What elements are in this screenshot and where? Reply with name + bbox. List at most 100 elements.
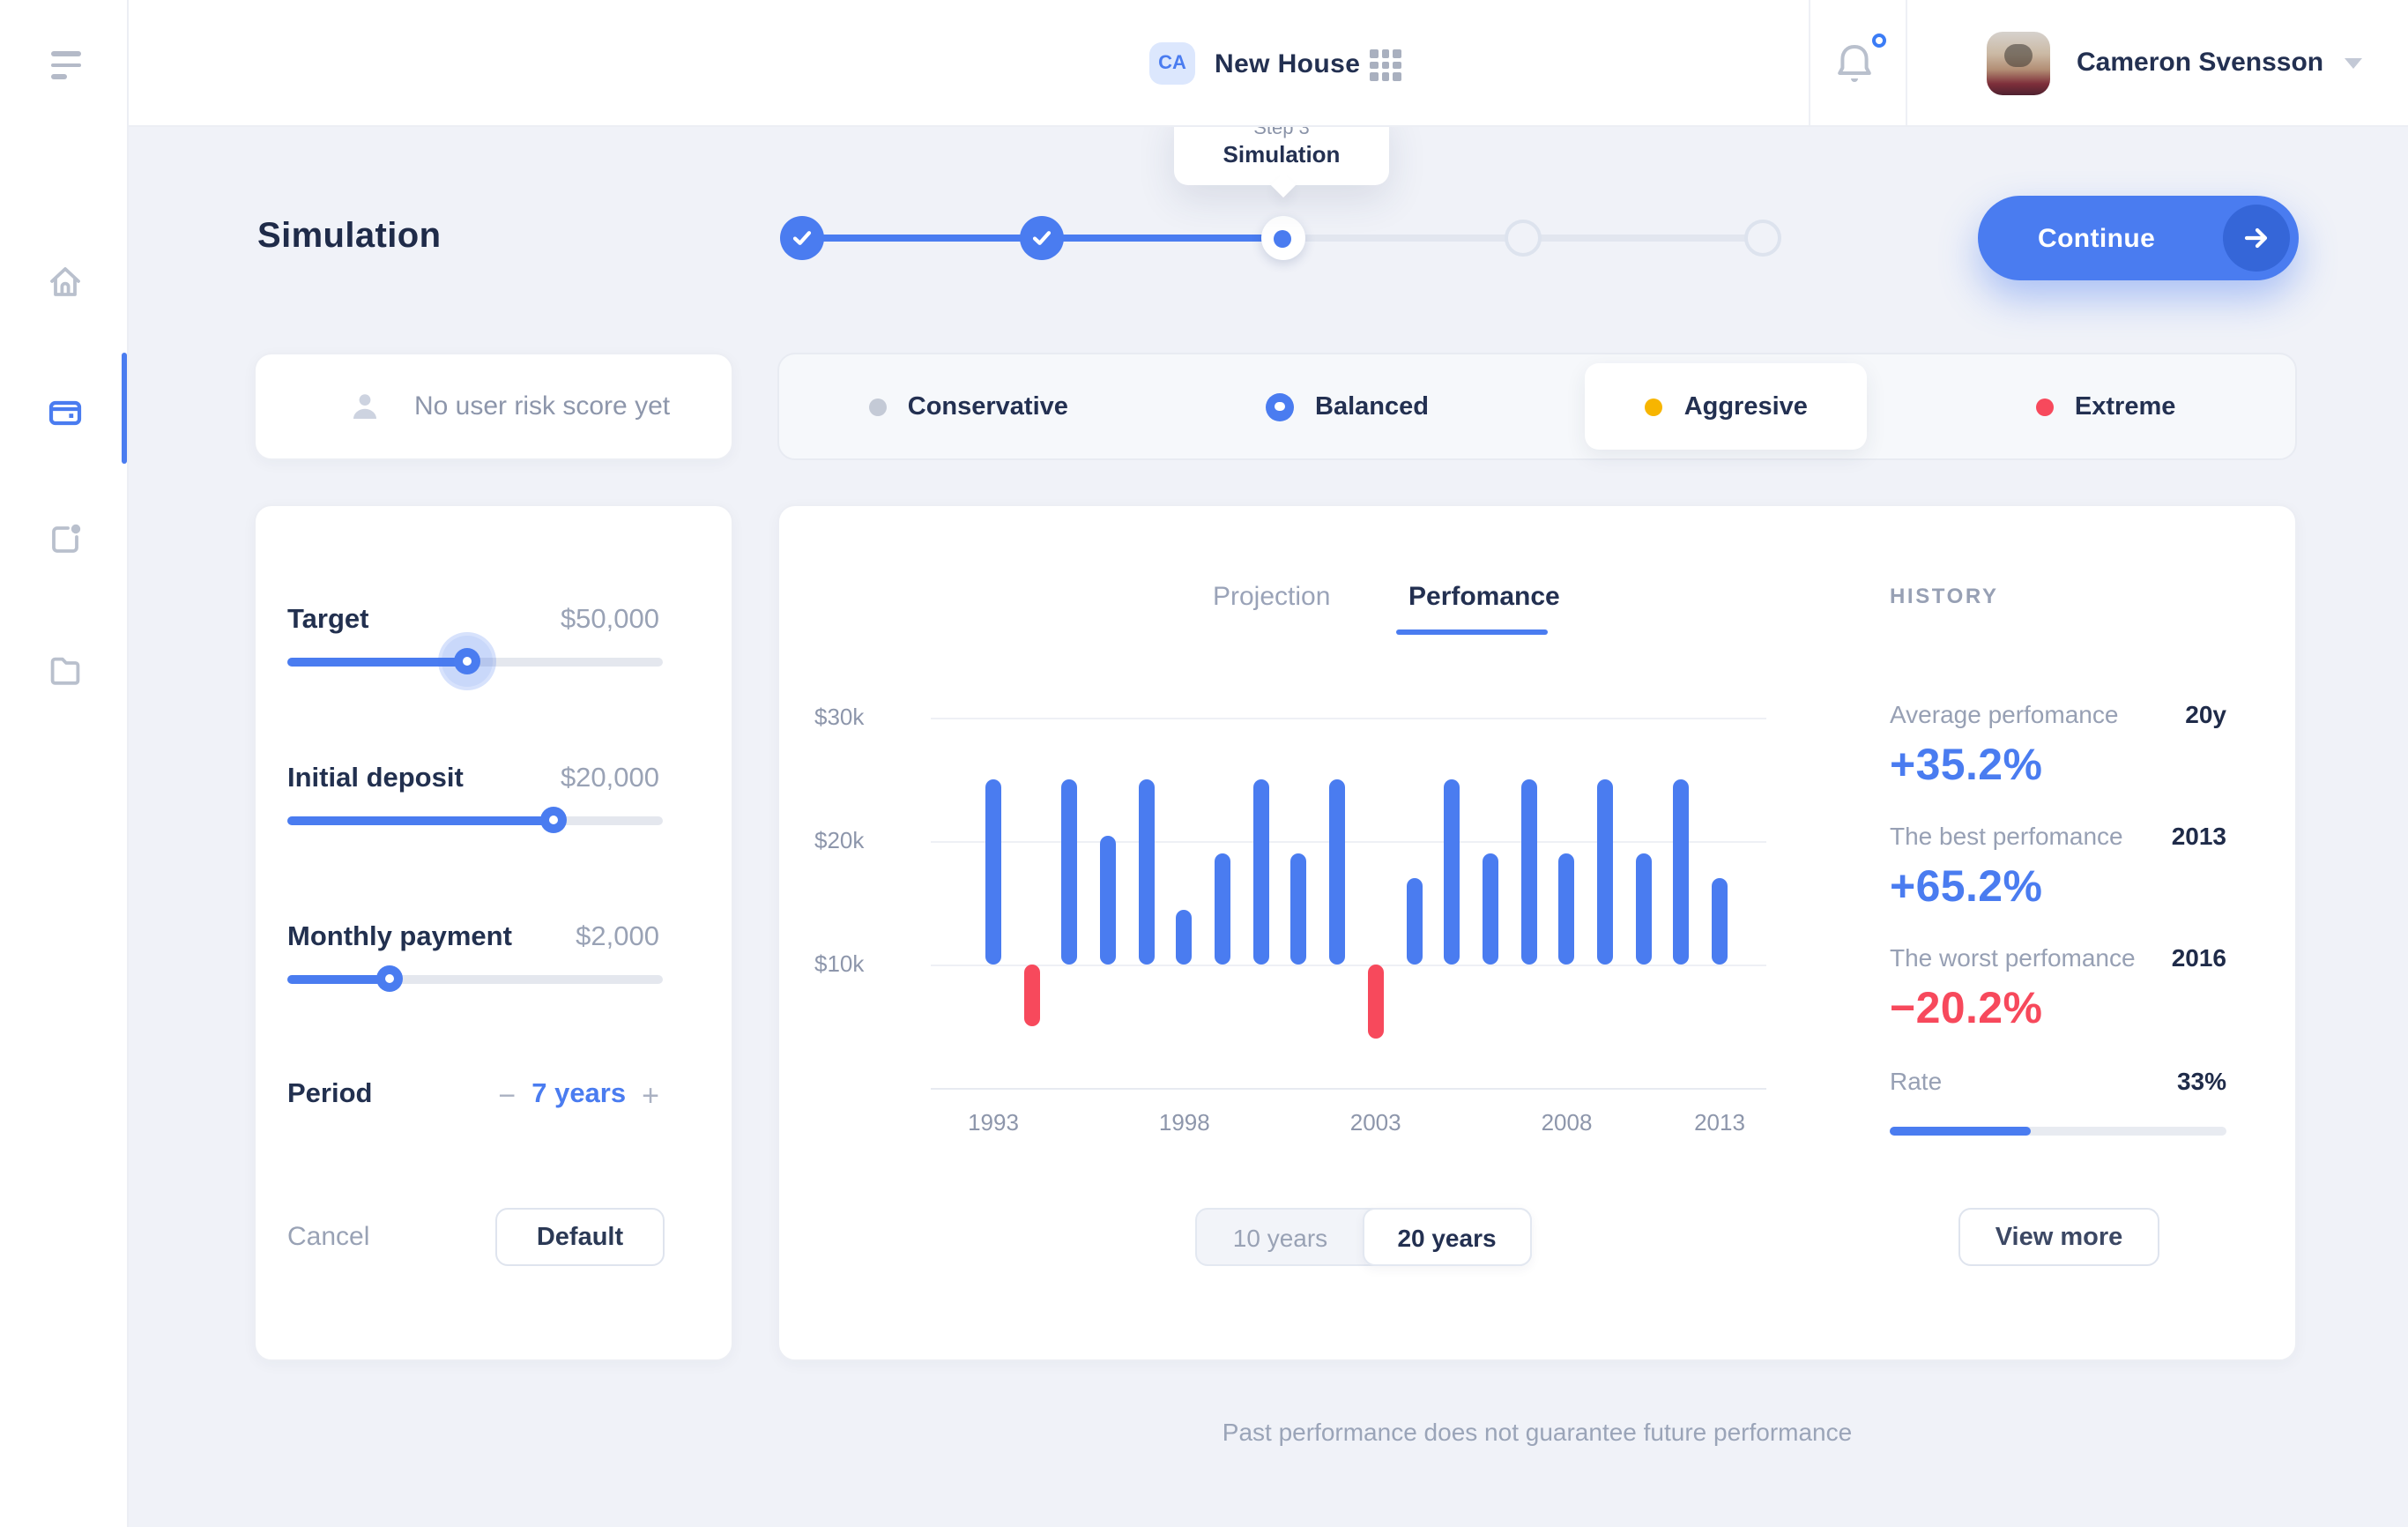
target-value: $50,000 [560, 605, 659, 635]
stepper-node-1-done[interactable] [780, 216, 824, 260]
topbar-divider [1906, 0, 1907, 125]
sidebar-item-updates[interactable] [46, 520, 85, 559]
menu-hamburger-icon[interactable] [51, 51, 83, 86]
slider-fill [287, 658, 468, 666]
user-name: Cameron Svensson [2077, 48, 2324, 78]
slider-fill [287, 975, 389, 983]
cancel-button[interactable]: Cancel [287, 1222, 370, 1252]
bar-positive [1596, 779, 1613, 965]
person-icon [353, 393, 376, 418]
period-label: Period [287, 1079, 373, 1109]
workspace-switcher[interactable]: CA New House [1149, 42, 1360, 85]
sidebar [0, 0, 129, 1527]
rate-value: 33% [2176, 1067, 2226, 1095]
tooltip-step-label: Simulation [1223, 141, 1341, 168]
wallet-icon [48, 400, 82, 426]
continue-button[interactable]: Continue [1978, 196, 2299, 280]
history-title: HISTORY [1890, 584, 1999, 608]
risk-option-conservative[interactable]: Conservative [779, 354, 1158, 458]
arrow-right-icon [2223, 205, 2290, 272]
tab-performance[interactable]: Perfomance [1408, 582, 1560, 612]
xtick-2003: 2003 [1349, 1109, 1401, 1136]
risk-option-aggressive[interactable]: Aggresive [1536, 354, 1916, 458]
risk-option-balanced[interactable]: Balanced [1158, 354, 1537, 458]
slider-handle[interactable] [375, 965, 402, 993]
default-button[interactable]: Default [495, 1208, 665, 1266]
slider-handle[interactable] [540, 807, 568, 834]
bar-positive [1252, 779, 1269, 965]
history-average-meta: 20y [2185, 700, 2226, 728]
xtick-1993: 1993 [968, 1109, 1019, 1136]
bar-positive [1176, 909, 1193, 965]
rate-progress-bar [1890, 1127, 2226, 1135]
bar-negative [1023, 965, 1040, 1026]
aggressive-card: Aggresive [1585, 363, 1868, 450]
performance-disclaimer: Past performance does not guarantee futu… [1222, 1418, 1853, 1446]
apps-grid-icon[interactable] [1370, 49, 1401, 80]
history-average: Average perfomance 20y +35.2% [1890, 700, 2226, 792]
workspace-name: New House [1215, 48, 1361, 78]
bar-positive [1138, 779, 1155, 965]
monthly-payment-slider[interactable] [287, 965, 663, 993]
topbar-divider [1809, 0, 1810, 125]
risk-option-extreme[interactable]: Extreme [1916, 354, 2295, 458]
rate-progress-fill [1890, 1127, 2032, 1135]
tab-projection[interactable]: Projection [1213, 582, 1331, 612]
bar-positive [1673, 779, 1690, 965]
sidebar-active-indicator [122, 353, 127, 464]
range-10-years-button[interactable]: 10 years [1232, 1223, 1328, 1251]
history-best: The best perfomance 2013 +65.2% [1890, 822, 2226, 913]
view-more-button[interactable]: View more [1958, 1208, 2159, 1266]
initial-deposit-slider[interactable] [287, 807, 663, 834]
history-rate: Rate 33% [1890, 1067, 2226, 1095]
bar-positive [1712, 878, 1728, 965]
user-menu-chevron-down-icon[interactable] [2345, 58, 2362, 69]
risk-score-card: No user risk score yet [254, 353, 733, 460]
extreme-dot-icon [2035, 398, 2054, 415]
ytick-10k: $10k [814, 950, 865, 977]
bar-negative [1367, 965, 1384, 1039]
history-average-label: Average perfomance [1890, 700, 2119, 728]
box-with-dot-icon [52, 524, 81, 553]
xtick-1998: 1998 [1158, 1109, 1210, 1136]
sidebar-item-home[interactable] [46, 263, 85, 302]
initial-deposit-value: $20,000 [560, 764, 659, 793]
period-increment-button[interactable]: + [642, 1078, 659, 1112]
simulation-settings-panel: Target $50,000 Initial deposit $20,000 M… [254, 504, 733, 1361]
range-toggle: 10 years 20 years [1195, 1208, 1532, 1266]
sidebar-item-documents[interactable] [46, 651, 85, 689]
stepper-node-4-upcoming[interactable] [1504, 220, 1542, 257]
risk-option-label: Conservative [907, 392, 1068, 421]
target-label: Target [287, 605, 369, 635]
conservative-dot-icon [868, 398, 887, 415]
target-slider[interactable] [287, 648, 663, 675]
range-20-years-button[interactable]: 20 years [1362, 1208, 1532, 1266]
rate-label: Rate [1890, 1067, 1943, 1095]
avatar[interactable] [1987, 32, 2050, 95]
xtick-2008: 2008 [1541, 1109, 1593, 1136]
slider-handle[interactable] [454, 648, 481, 675]
notification-badge [1872, 34, 1886, 48]
history-worst-label: The worst perfomance [1890, 943, 2136, 972]
active-tab-underline [1396, 629, 1548, 635]
bar-positive [1100, 835, 1117, 965]
ytick-20k: $20k [814, 827, 865, 853]
history-average-value: +35.2% [1890, 741, 2043, 790]
bar-positive [1061, 779, 1078, 965]
sidebar-item-portfolio[interactable] [46, 393, 85, 432]
bar-positive [1329, 779, 1346, 965]
period-value: 7 years [531, 1079, 627, 1109]
stepper-node-2-done[interactable] [1020, 216, 1065, 260]
period-decrement-button[interactable]: − [498, 1078, 517, 1112]
ytick-30k: $30k [814, 704, 865, 730]
history-worst-value: −20.2% [1890, 984, 2043, 1033]
stepper-node-3-current[interactable] [1260, 216, 1304, 260]
gridline-20k [931, 841, 1766, 843]
top-bar: CA New House Cameron Svensson [0, 0, 2408, 127]
gridline-10k [931, 965, 1766, 966]
bar-chart-bars [985, 718, 1728, 1088]
risk-option-label: Extreme [2074, 392, 2176, 421]
stepper-node-5-upcoming[interactable] [1744, 220, 1781, 257]
notifications-bell-icon[interactable] [1833, 34, 1886, 92]
history-best-value: +65.2% [1890, 862, 2043, 912]
